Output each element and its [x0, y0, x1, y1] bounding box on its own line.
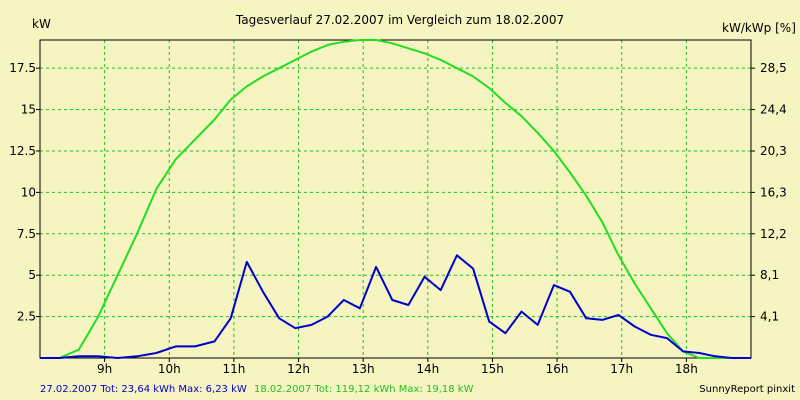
x-tick-label: 11h — [222, 362, 245, 376]
gridlines — [40, 40, 751, 358]
series-lines — [40, 39, 751, 359]
x-tick-label: 10h — [158, 362, 181, 376]
x-tick-label: 13h — [352, 362, 375, 376]
y-left-tick-label: 2.5 — [17, 310, 36, 324]
x-tick-label: 15h — [481, 362, 504, 376]
y-right-tick-label: 8,1 — [760, 268, 779, 282]
y-right-tick-label: 20,3 — [760, 144, 787, 158]
y-right-tick-label: 16,3 — [760, 185, 787, 199]
x-tick-label: 9h — [97, 362, 112, 376]
y-right-tick-label: 4,1 — [760, 310, 779, 324]
y-left-tick-label: 15 — [21, 103, 36, 117]
x-tick-label: 14h — [416, 362, 439, 376]
x-tick-label: 17h — [610, 362, 633, 376]
y-right-axis-label: kW/kWp [%] — [722, 21, 796, 35]
x-tick-label: 12h — [287, 362, 310, 376]
x-tick-label: 18h — [675, 362, 698, 376]
y-left-tick-label: 10 — [21, 185, 36, 199]
plot-frame — [39, 39, 752, 359]
chart-title: Tagesverlauf 27.02.2007 im Vergleich zum… — [235, 13, 564, 27]
y-right-tick-label: 24,4 — [760, 103, 787, 117]
y-right-tick-label: 12,2 — [760, 227, 787, 241]
legend-series-2: 18.02.2007 Tot: 119,12 kWh Max: 19,18 kW — [254, 384, 474, 395]
y-left-tick-label: 5 — [28, 268, 36, 282]
y-left-axis-label: kW — [32, 17, 51, 31]
credit-text: SunnyReport pinxit — [699, 384, 795, 395]
y-left-tick-label: 17.5 — [9, 61, 36, 75]
series-line-1 — [40, 254, 751, 359]
series-line-2 — [40, 39, 751, 359]
svg-text:27.02.2007 Tot: 23,64 kWh Max:: 27.02.2007 Tot: 23,64 kWh Max: 6,23 kW 1… — [40, 384, 474, 395]
y-left-tick-label: 7.5 — [17, 227, 36, 241]
axis-ticks: 9h 10h 11h 12h 13h 14h 15h 16h 17h 18h 2.5 4,1 5 8,1 7… — [9, 61, 786, 376]
y-left-tick-label: 12.5 — [9, 144, 36, 158]
legend-series-1: 27.02.2007 Tot: 23,64 kWh Max: 6,23 kW — [40, 384, 247, 395]
y-right-tick-label: 28,5 — [760, 61, 787, 75]
x-tick-label: 16h — [546, 362, 569, 376]
